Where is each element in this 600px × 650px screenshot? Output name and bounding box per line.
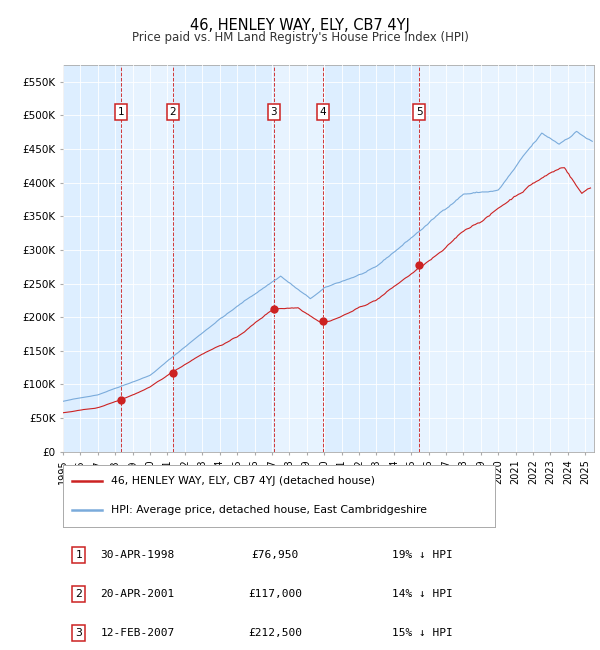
- Text: 3: 3: [76, 628, 82, 638]
- Text: £212,500: £212,500: [248, 628, 302, 638]
- Text: 3: 3: [271, 107, 277, 117]
- Bar: [274, 65, 323, 452]
- Text: 1: 1: [118, 107, 124, 117]
- Text: 2: 2: [169, 107, 176, 117]
- Text: 30-APR-1998: 30-APR-1998: [100, 550, 175, 560]
- Text: £117,000: £117,000: [248, 589, 302, 599]
- Text: 4: 4: [320, 107, 326, 117]
- Text: £76,950: £76,950: [252, 550, 299, 560]
- Text: 12-FEB-2007: 12-FEB-2007: [100, 628, 175, 638]
- Text: Price paid vs. HM Land Registry's House Price Index (HPI): Price paid vs. HM Land Registry's House …: [131, 31, 469, 44]
- Text: 5: 5: [416, 107, 422, 117]
- Bar: [419, 65, 594, 452]
- Bar: [121, 65, 173, 452]
- Text: 46, HENLEY WAY, ELY, CB7 4YJ (detached house): 46, HENLEY WAY, ELY, CB7 4YJ (detached h…: [110, 476, 374, 486]
- Text: 15% ↓ HPI: 15% ↓ HPI: [392, 628, 453, 638]
- Text: HPI: Average price, detached house, East Cambridgeshire: HPI: Average price, detached house, East…: [110, 505, 427, 515]
- Text: 19% ↓ HPI: 19% ↓ HPI: [392, 550, 453, 560]
- Text: 2: 2: [76, 589, 82, 599]
- Text: 20-APR-2001: 20-APR-2001: [100, 589, 175, 599]
- Text: 14% ↓ HPI: 14% ↓ HPI: [392, 589, 453, 599]
- Text: 46, HENLEY WAY, ELY, CB7 4YJ: 46, HENLEY WAY, ELY, CB7 4YJ: [190, 18, 410, 32]
- Text: 1: 1: [76, 550, 82, 560]
